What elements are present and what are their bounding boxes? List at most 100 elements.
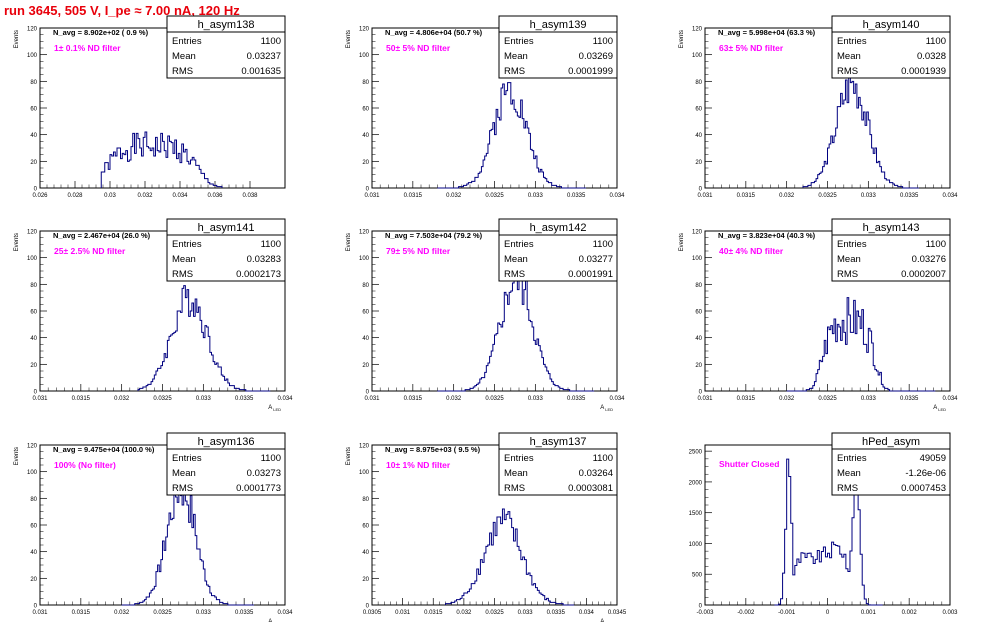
stats-value: 0.03283 — [247, 254, 281, 265]
n-avg-label: N_avg = 2.467e+04 (26.0 %) — [53, 231, 151, 240]
y-tick-label: 500 — [692, 573, 703, 579]
stats-label: Mean — [172, 51, 196, 62]
x-axis-label: ALED — [268, 405, 281, 412]
stats-value: 1100 — [926, 239, 946, 250]
stats-value: 0.03269 — [579, 51, 613, 62]
y-tick-label: 60 — [362, 524, 369, 530]
histogram-title: h_asym137 — [530, 436, 587, 448]
stats-label: Mean — [172, 468, 196, 479]
y-tick-label: 2500 — [689, 450, 703, 456]
x-tick-label: 0.032 — [114, 610, 130, 616]
x-tick-label: 0.033 — [528, 396, 544, 402]
x-tick-label: -0.003 — [696, 610, 714, 616]
y-tick-label: 40 — [30, 336, 37, 342]
y-tick-label: 120 — [692, 27, 703, 33]
histogram-line — [774, 458, 883, 606]
x-tick-label: 0.0315 — [72, 396, 91, 402]
histogram-title: h_asym136 — [198, 436, 255, 448]
stats-label: RMS — [837, 66, 858, 77]
stats-value: 0.0007453 — [901, 483, 946, 494]
stats-label: Mean — [504, 254, 528, 265]
x-tick-label: 0.0335 — [567, 396, 586, 402]
stats-label: Mean — [172, 254, 196, 265]
histogram-panel-h_asym137: 0 20 40 60 80 100 120 0.0305 0.031 0.0315 0.032 0.0… — [346, 432, 627, 622]
y-tick-label: 80 — [30, 497, 37, 503]
x-tick-label: 0.0325 — [153, 610, 172, 616]
y-tick-label: 1500 — [689, 511, 703, 517]
x-tick-label: 0.032 — [114, 396, 130, 402]
stats-value: 0.0328 — [917, 51, 946, 62]
stats-box — [166, 234, 286, 282]
y-tick-label: 0 — [699, 187, 703, 193]
y-axis-label: Events — [346, 233, 352, 251]
x-tick-label: 0.0325 — [818, 193, 837, 199]
x-tick-label: 0.0315 — [737, 193, 756, 199]
n-avg-label: N_avg = 4.806e+04 (50.7 %) — [385, 28, 483, 37]
y-tick-label: 0 — [366, 604, 370, 610]
x-tick-label: 0.033 — [528, 193, 544, 199]
x-tick-label: 0.033 — [861, 193, 877, 199]
x-tick-label: 0.034 — [579, 610, 595, 616]
stats-label: Entries — [172, 239, 202, 250]
y-tick-label: 60 — [30, 310, 37, 316]
stats-box — [166, 448, 286, 496]
x-tick-label: 0.032 — [779, 193, 795, 199]
histogram-panel-h_asym142: 0 20 40 60 80 100 120 0.031 0.0315 0.032 0.0325 0.0… — [346, 218, 625, 412]
stats-label: Mean — [837, 254, 861, 265]
stats-box — [831, 448, 951, 496]
y-tick-label: 20 — [362, 577, 369, 583]
histogram-line — [100, 131, 223, 188]
stats-box — [498, 234, 618, 282]
y-axis-label: Events — [346, 447, 352, 465]
x-tick-label: 0.038 — [242, 193, 258, 199]
y-tick-label: 120 — [359, 230, 370, 236]
y-tick-label: 100 — [27, 53, 38, 59]
x-axis-label: ALED — [933, 405, 946, 412]
x-tick-label: 0.034 — [942, 396, 958, 402]
y-tick-label: 80 — [30, 80, 37, 86]
x-tick-label: 0.03 — [104, 193, 116, 199]
y-tick-label: 60 — [695, 107, 702, 113]
y-tick-label: 100 — [359, 256, 370, 262]
histogram-line — [121, 477, 254, 606]
stats-value: 0.0001991 — [568, 269, 613, 280]
filter-annotation: 100% (No filter) — [54, 460, 116, 470]
y-tick-label: 100 — [692, 256, 703, 262]
x-tick-label: 0.0335 — [567, 193, 586, 199]
y-tick-label: 80 — [695, 283, 702, 289]
stats-value: 0.0003081 — [568, 483, 613, 494]
stats-box — [498, 448, 618, 496]
histogram-panel-hPed_asym: 0 500 1000 1500 2000 2500 -0.003 -0.002 -0.001 0 0… — [689, 432, 958, 616]
stats-label: RMS — [504, 483, 525, 494]
y-axis-label: Events — [346, 30, 352, 48]
stats-label: Entries — [172, 453, 202, 464]
histogram-title: h_asym142 — [530, 222, 587, 234]
n-avg-label: N_avg = 7.503e+04 (79.2 %) — [385, 231, 483, 240]
x-tick-label: 0.026 — [32, 193, 48, 199]
n-avg-label: N_avg = 8.902e+02 ( 0.9 %) — [53, 28, 149, 37]
x-tick-label: 0.0325 — [485, 193, 504, 199]
stats-value: 1100 — [593, 239, 613, 250]
y-tick-label: 100 — [359, 470, 370, 476]
x-tick-label: 0.033 — [196, 396, 212, 402]
x-tick-label: -0.002 — [737, 610, 755, 616]
stats-value: 0.001635 — [241, 66, 281, 77]
n-avg-label: N_avg = 3.823e+04 (40.3 %) — [718, 231, 816, 240]
x-axis-label: ALED — [600, 405, 613, 412]
histogram-line — [802, 74, 919, 189]
y-tick-label: 120 — [27, 230, 38, 236]
stats-value: 0.0002173 — [236, 269, 281, 280]
histogram-title: hPed_asym — [862, 436, 920, 448]
x-tick-label: 0.0315 — [424, 610, 443, 616]
y-tick-label: 20 — [30, 363, 37, 369]
histogram-line — [437, 262, 595, 392]
x-tick-label: 0.034 — [942, 193, 958, 199]
x-tick-label: 0.0345 — [608, 610, 627, 616]
y-tick-label: 1000 — [689, 542, 703, 548]
y-tick-label: 60 — [362, 107, 369, 113]
y-tick-label: 2000 — [689, 480, 703, 486]
histogram-title: h_asym141 — [198, 222, 255, 234]
y-tick-label: 120 — [27, 444, 38, 450]
x-tick-label: 0.003 — [942, 610, 958, 616]
y-tick-label: 120 — [27, 27, 38, 33]
